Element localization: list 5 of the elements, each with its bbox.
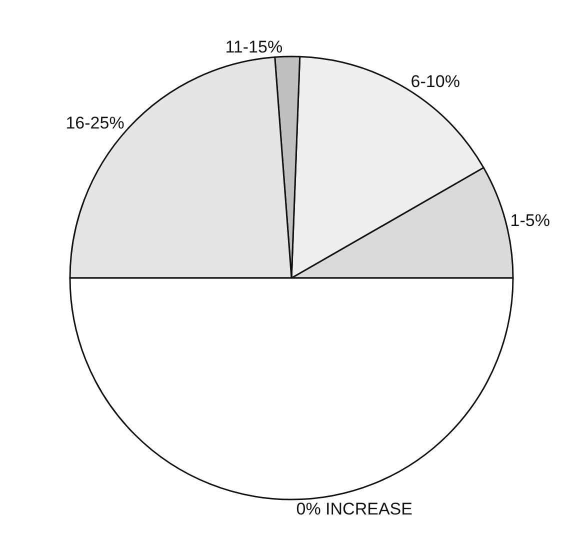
slice-label: 6-10%: [410, 72, 460, 91]
slice-label: 16-25%: [66, 114, 124, 132]
slice-label: 1-5%: [510, 210, 550, 230]
slice-label: 11-15%: [225, 38, 283, 57]
slice-label: 0% INCREASE: [296, 500, 412, 518]
